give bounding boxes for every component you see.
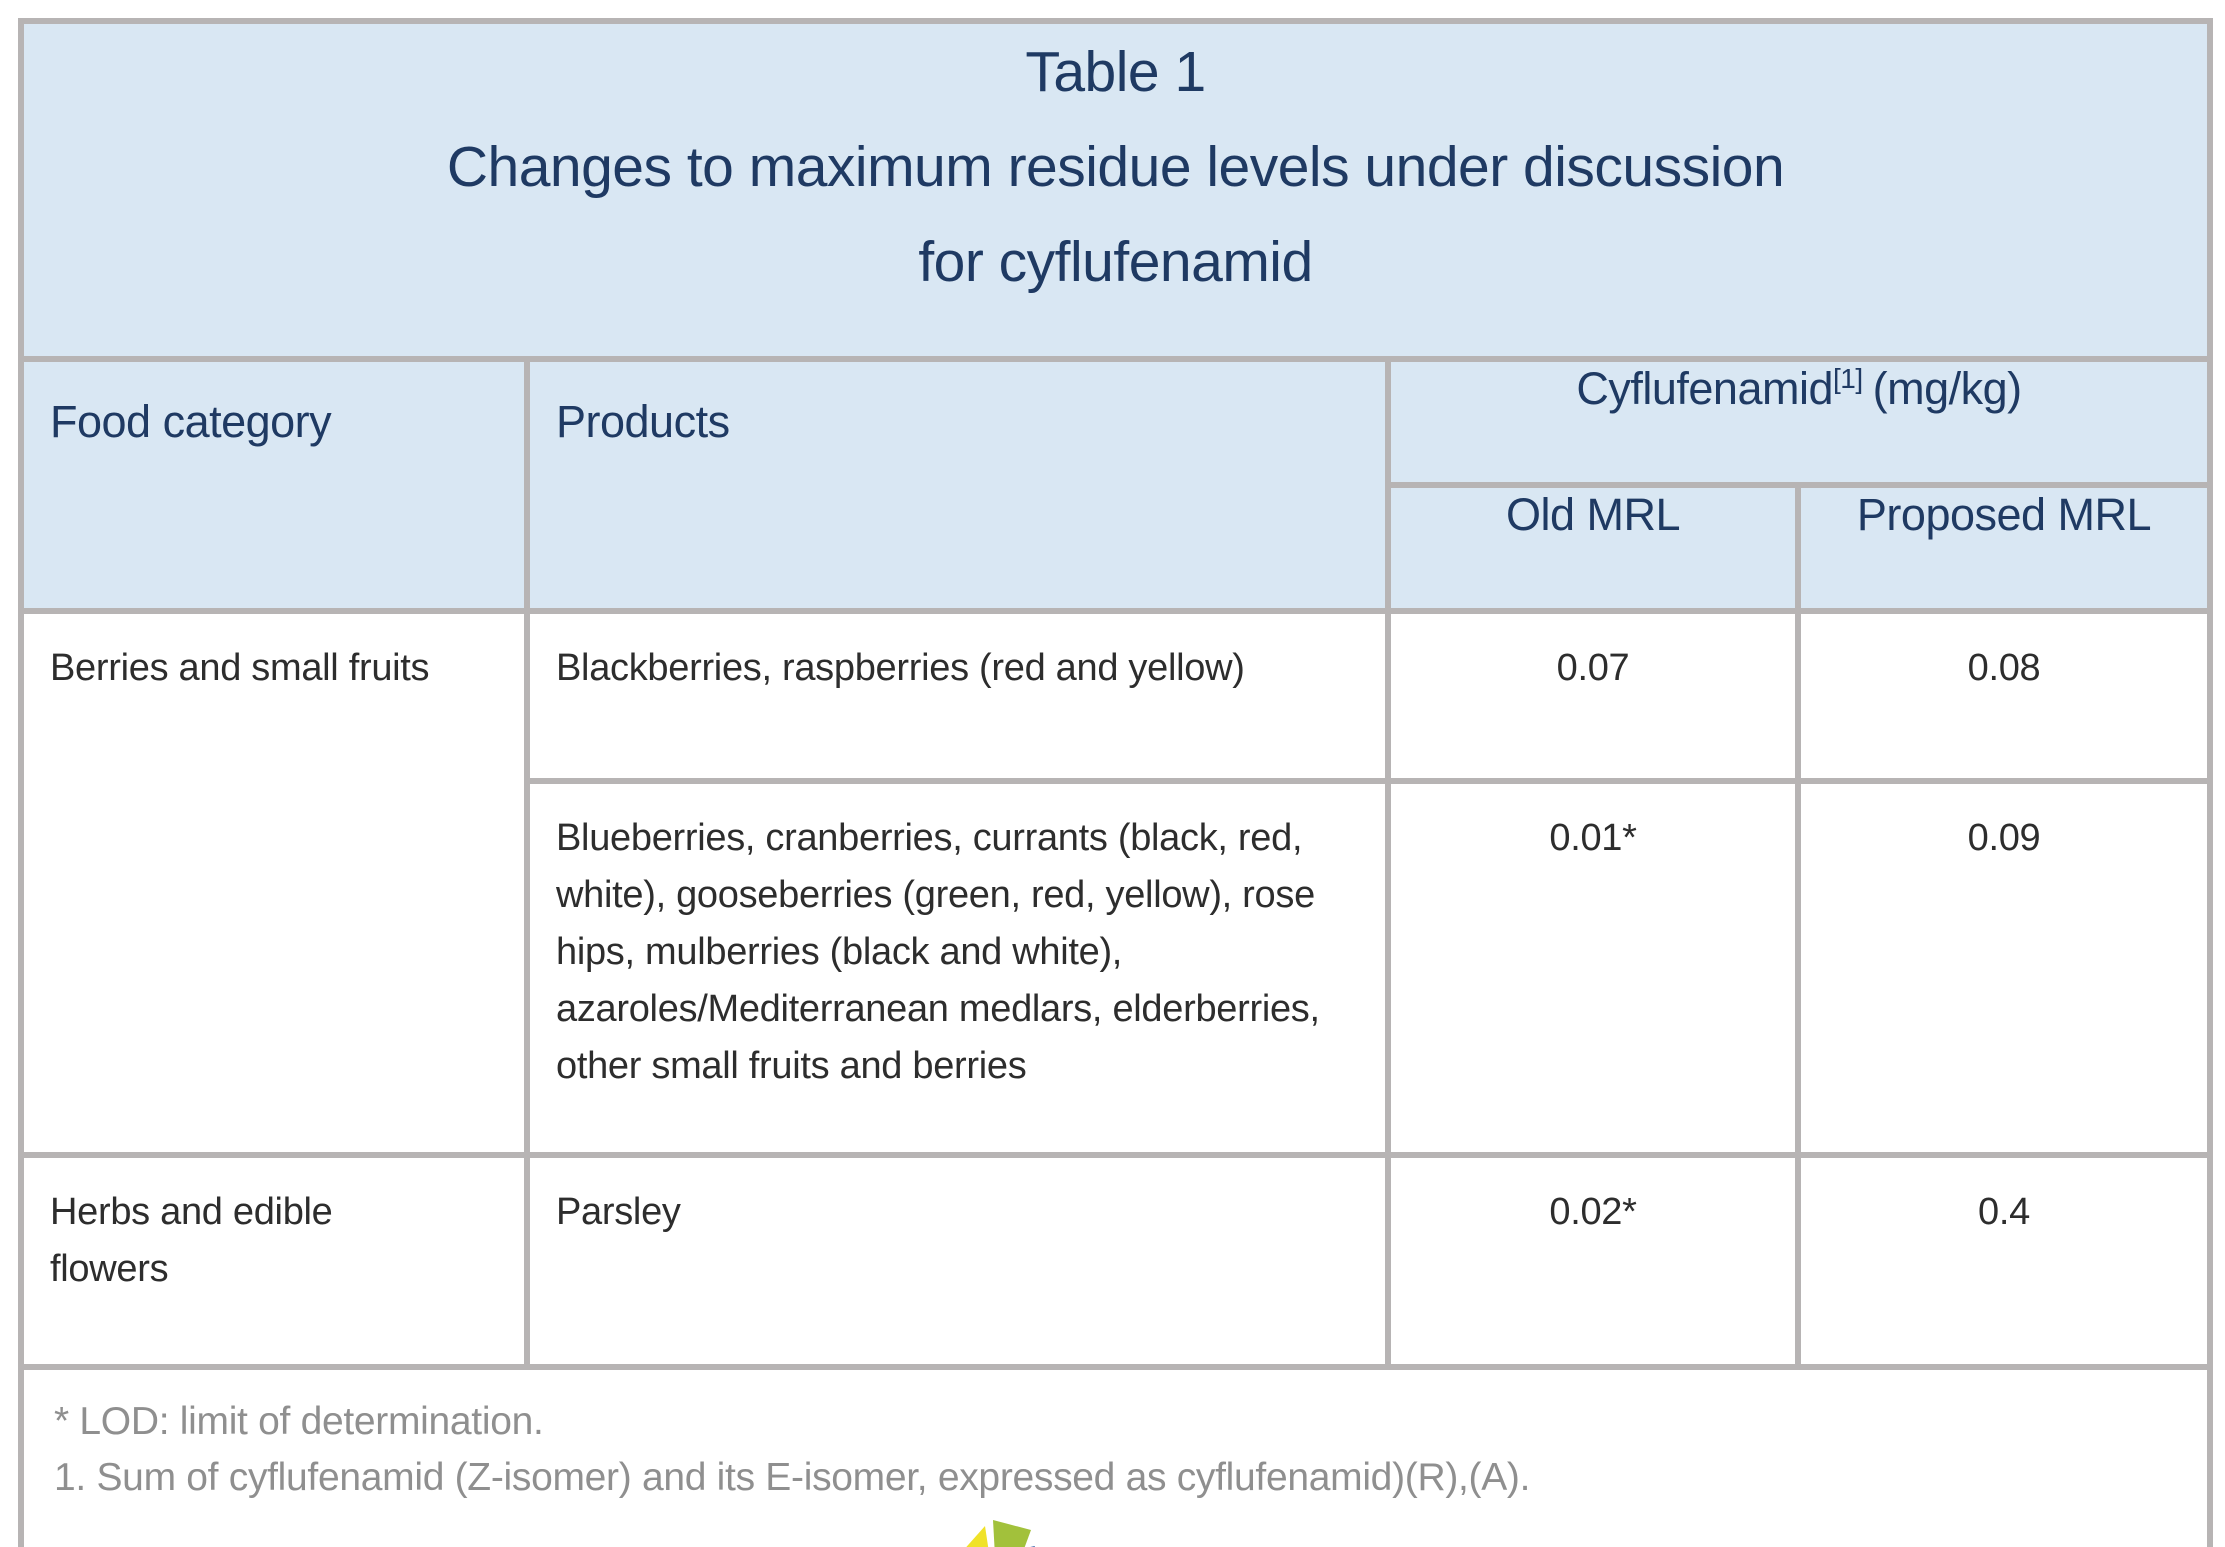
table-title: Table 1 Changes to maximum residue level… bbox=[17, 18, 2214, 362]
header-row-sub: Old MRL Proposed MRL bbox=[21, 482, 2214, 614]
cell-old-mrl: 0.01* bbox=[1385, 778, 1801, 1158]
table-row: Herbs and edible flowers Parsley 0.02* 0… bbox=[18, 1152, 2214, 1370]
substance-unit: (mg/kg) bbox=[1872, 363, 2023, 414]
logo-lime-shape bbox=[992, 1520, 1031, 1547]
cell-proposed-mrl: 0.09 bbox=[1794, 778, 2214, 1158]
cell-proposed-mrl: 0.08 bbox=[1794, 608, 2214, 784]
footnote-lod: * LOD: limit of determination. bbox=[54, 1400, 544, 1443]
substance-name: Cyflufenamid bbox=[1576, 363, 1833, 414]
header-row-main: Food category Products Cyflufenamid[1] (m… bbox=[18, 356, 2214, 614]
table-footer: * LOD: limit of determination. 1. Sum of… bbox=[17, 1364, 2214, 1547]
cell-products: Parsley bbox=[524, 1152, 1391, 1370]
cell-products: Blueberries, cranberries, currants (blac… bbox=[524, 778, 1391, 1158]
column-header-food-category: Food category bbox=[18, 356, 530, 614]
title-line-1: Table 1 bbox=[1025, 40, 1206, 104]
column-header-products: Products bbox=[524, 356, 1391, 614]
title-line-2: Changes to maximum residue levels under … bbox=[446, 135, 1785, 199]
column-header-substance-group: Cyflufenamid[1] (mg/kg) bbox=[1384, 356, 2214, 488]
agrinfo-logo: AGRİNFO bbox=[54, 1516, 2177, 1547]
mrl-table: Table 1 Changes to maximum residue level… bbox=[17, 18, 2214, 1547]
table-row: Blueberries, cranberries, currants (blac… bbox=[21, 778, 2214, 1158]
cell-old-mrl: 0.07 bbox=[1385, 608, 1801, 784]
title-row: Table 1 Changes to maximum residue level… bbox=[17, 18, 2214, 362]
agrinfo-logo-icon: AGRİNFO bbox=[965, 1520, 1035, 1547]
cell-proposed-mrl: 0.4 bbox=[1794, 1152, 2214, 1370]
column-header-old-mrl: Old MRL bbox=[1385, 482, 1801, 614]
substance-footnote-ref: [1] bbox=[1832, 363, 1863, 394]
cell-old-mrl: 0.02* bbox=[1385, 1152, 1801, 1370]
footnote-sum-definition: 1. Sum of cyflufenamid (Z-isomer) and it… bbox=[54, 1456, 1531, 1499]
logo-yellow-shape bbox=[965, 1526, 988, 1547]
cell-products: Blackberries, raspberries (red and yello… bbox=[524, 608, 1391, 784]
title-line-3: for cyflufenamid bbox=[918, 230, 1313, 294]
column-header-proposed-mrl: Proposed MRL bbox=[1794, 482, 2214, 614]
footer-row: * LOD: limit of determination. 1. Sum of… bbox=[17, 1364, 2214, 1547]
table-row: Berries and small fruits Blackberries, r… bbox=[18, 608, 2214, 1158]
cell-food-category: Berries and small fruits bbox=[18, 608, 530, 1158]
cell-food-category: Herbs and edible flowers bbox=[18, 1152, 530, 1370]
